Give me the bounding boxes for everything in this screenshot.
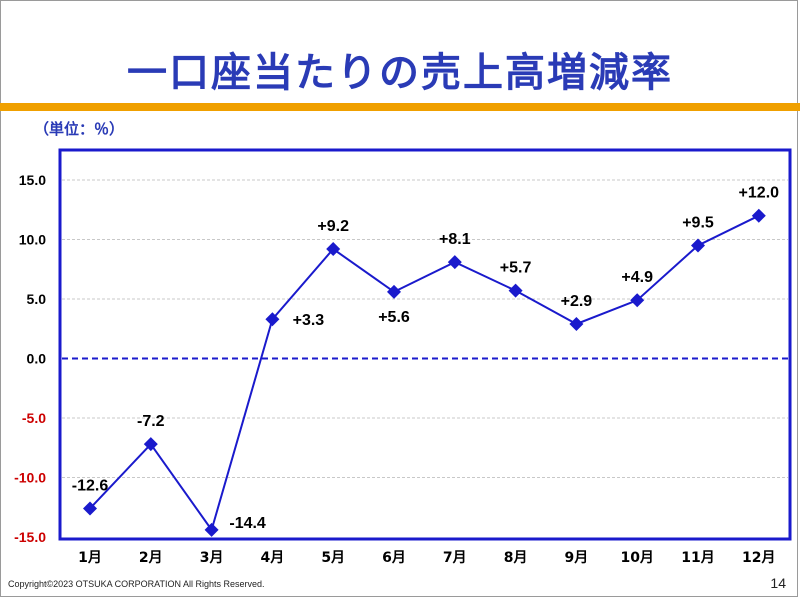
x-tick-label: 10月: [620, 550, 653, 566]
y-tick-label: 5.0: [27, 291, 47, 307]
y-tick-label: 0.0: [27, 351, 47, 367]
data-point: [569, 316, 584, 331]
y-tick-label: -5.0: [22, 410, 46, 426]
data-label: +9.5: [682, 214, 714, 231]
copyright-text: Copyright©2023 OTSUKA CORPORATION All Ri…: [8, 579, 265, 589]
data-point: [630, 293, 645, 308]
x-tick-label: 11月: [681, 550, 714, 566]
data-point: [265, 312, 280, 327]
data-label: +5.7: [500, 260, 532, 277]
data-label: -14.4: [229, 515, 266, 532]
y-tick-label: 10.0: [19, 232, 46, 248]
data-point: [204, 522, 219, 537]
data-label: +12.0: [739, 185, 780, 202]
y-tick-label: -15.0: [14, 529, 46, 545]
data-point: [387, 284, 401, 299]
data-label: +3.3: [293, 312, 325, 329]
plot-area-frame: [58, 148, 792, 541]
data-label: -12.6: [72, 477, 109, 494]
data-point: [691, 238, 705, 253]
slide-title: 一口座当たりの売上高増減率: [127, 50, 673, 96]
x-tick-label: 4月: [261, 550, 285, 566]
data-point: [143, 437, 158, 452]
data-point: [326, 242, 341, 257]
data-label: +4.9: [621, 269, 653, 286]
x-tick-label: 1月: [78, 550, 102, 566]
data-series: -12.6 -7.2 -14.4 +3.3 +9.2 +5.6 +8.1 +5.7 +2.9 +4…: [72, 185, 779, 537]
y-axis-ticks: 15.0 10.0 5.0 0.0 -5.0 -10.0 -15.0: [14, 172, 46, 545]
unit-label: （単位：％）: [34, 120, 125, 138]
x-axis-ticks: 1月 2月 3月 4月 5月 6月 7月 8月 9月 10月 11月 12月: [78, 550, 775, 566]
data-label: +5.6: [378, 309, 410, 326]
data-point: [447, 255, 462, 270]
title-underline: [0, 103, 800, 111]
x-tick-label: 12月: [742, 550, 775, 566]
x-tick-label: 9月: [565, 550, 589, 566]
series-line: [89, 214, 760, 533]
x-tick-label: 3月: [200, 550, 224, 566]
data-label: +9.2: [317, 218, 349, 235]
x-tick-label: 7月: [443, 550, 467, 566]
data-label: +2.9: [561, 293, 593, 310]
y-tick-label: 15.0: [19, 172, 46, 188]
x-tick-label: 8月: [504, 550, 528, 566]
data-point: [508, 283, 523, 298]
x-tick-label: 2月: [139, 550, 163, 566]
x-tick-label: 6月: [382, 550, 406, 566]
data-label: -7.2: [137, 413, 165, 430]
y-tick-label: -10.0: [14, 470, 46, 486]
data-label: +8.1: [439, 231, 471, 248]
grid-lines: [62, 179, 788, 478]
page-number: 14: [770, 575, 786, 591]
data-point: [751, 208, 766, 223]
x-tick-label: 5月: [321, 550, 345, 566]
data-point: [83, 501, 97, 516]
